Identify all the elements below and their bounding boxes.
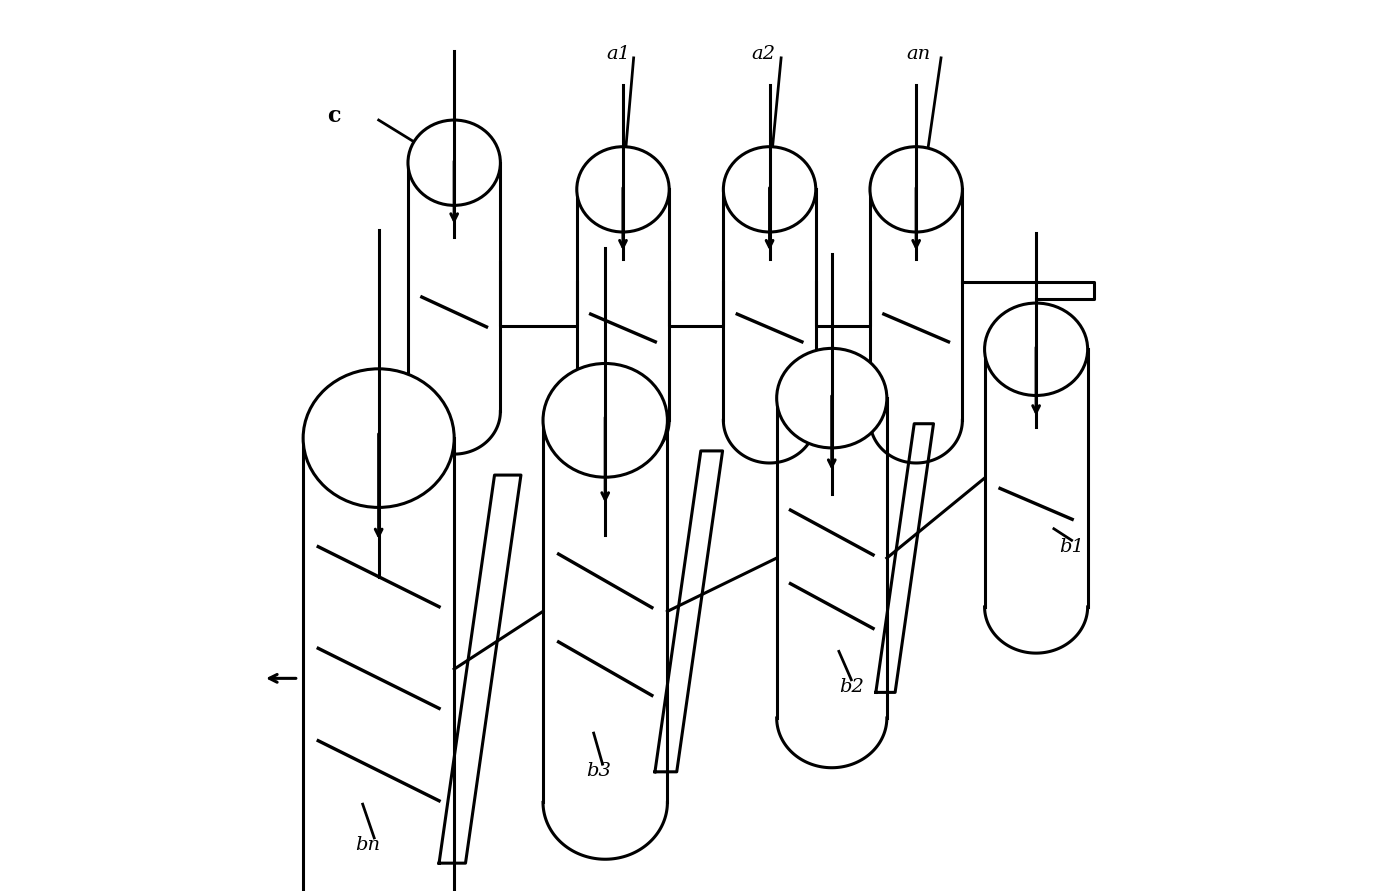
Ellipse shape (985, 303, 1088, 395)
Text: b3: b3 (587, 763, 612, 780)
Text: c: c (327, 105, 341, 128)
Ellipse shape (724, 147, 816, 232)
Text: a2: a2 (752, 46, 775, 63)
Text: b2: b2 (838, 678, 863, 696)
Ellipse shape (543, 364, 668, 477)
Text: bn: bn (355, 836, 380, 854)
Text: a1: a1 (606, 46, 630, 63)
Ellipse shape (777, 349, 887, 448)
Ellipse shape (303, 369, 454, 508)
Text: b1: b1 (1059, 537, 1084, 555)
Ellipse shape (870, 147, 963, 232)
Text: an: an (907, 46, 930, 63)
Ellipse shape (577, 147, 669, 232)
Ellipse shape (408, 120, 500, 206)
